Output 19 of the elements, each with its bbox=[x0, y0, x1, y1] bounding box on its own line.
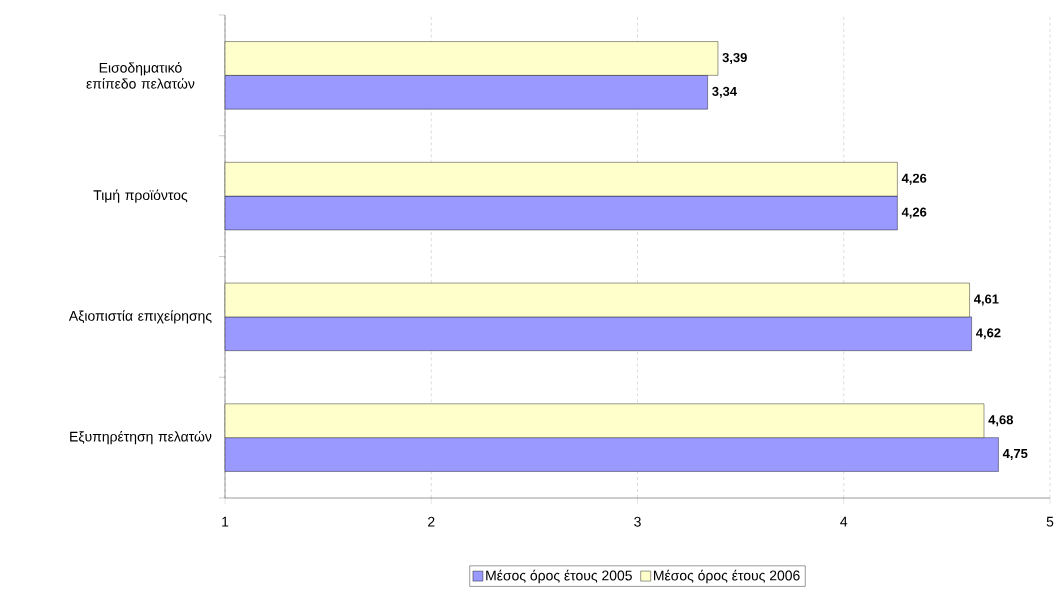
data-label: 3,39 bbox=[722, 52, 747, 64]
data-label: 4,68 bbox=[988, 415, 1014, 427]
x-tick-label: 1 bbox=[222, 516, 229, 527]
y-tick-label: Εισοδηματικό επίπεδο πελατών bbox=[86, 62, 195, 89]
x-tick-label: 4 bbox=[840, 516, 848, 527]
x-tick-label: 5 bbox=[1046, 516, 1054, 527]
data-label: 4,75 bbox=[1002, 449, 1028, 460]
y-tick-label: Αξιοπιστία επιχείρησης bbox=[68, 310, 212, 324]
legend-label: Μέσος όρος έτους 2005 bbox=[486, 569, 632, 584]
x-tick-label: 2 bbox=[428, 516, 435, 527]
data-label: 4,61 bbox=[973, 294, 999, 306]
data-label: 4,62 bbox=[976, 328, 1001, 340]
x-tick-label: 3 bbox=[634, 516, 641, 527]
data-label: 3,34 bbox=[712, 86, 737, 98]
data-label: 4,26 bbox=[901, 173, 927, 185]
data-label: 4,26 bbox=[901, 207, 927, 219]
y-tick-label: Τιμή προϊόντος bbox=[93, 189, 188, 203]
y-tick-label: Εξυπηρέτηση πελατών bbox=[70, 430, 212, 445]
legend-label: Μέσος όρος έτους 2006 bbox=[654, 569, 800, 584]
